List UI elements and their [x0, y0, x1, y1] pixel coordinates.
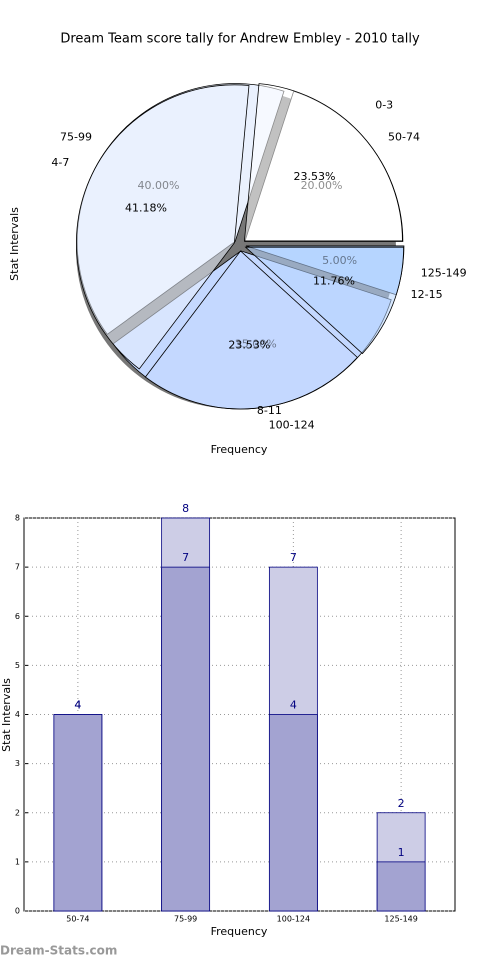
x-tick-label: 100-124 — [277, 915, 310, 924]
value-label: 1 — [398, 846, 405, 859]
y-axis-label: Stat Intervals — [0, 678, 13, 752]
slice-label: 12-15 — [411, 288, 443, 301]
slice-value-label: 11.76% — [313, 274, 355, 287]
slice-value-label: 23.53% — [228, 338, 270, 351]
x-axis-label: Frequency — [211, 925, 268, 938]
slice-label: 50-74 — [388, 130, 420, 143]
y-tick-label: 4 — [15, 710, 20, 719]
slice-label: 4-7 — [51, 156, 69, 169]
footer: Dream-Stats.com — [0, 944, 117, 958]
y-tick-label: 1 — [15, 857, 20, 866]
y-tick-label: 8 — [15, 514, 20, 523]
y-tick-label: 7 — [15, 563, 20, 572]
x-tick-label: 125-149 — [384, 915, 417, 924]
y-tick-label: 0 — [15, 907, 20, 916]
slice-label: 0-3 — [375, 99, 393, 112]
x-tick-label: 75-99 — [174, 915, 197, 924]
pie-slice — [243, 83, 403, 242]
y-tick-label: 5 — [15, 661, 20, 670]
bar — [161, 566, 211, 912]
value-label: 4 — [74, 699, 81, 712]
bar — [53, 714, 103, 912]
value-label: 4 — [290, 699, 297, 712]
slice-label: 8-11 — [257, 404, 282, 417]
x-tick-label: 50-74 — [66, 915, 89, 924]
x-axis-label: Frequency — [211, 443, 268, 456]
value-label: 7 — [182, 551, 189, 564]
slice-value-label: 23.53% — [294, 170, 336, 183]
value-label: 8 — [182, 502, 189, 515]
bar — [268, 714, 318, 912]
pie-slice — [144, 250, 358, 410]
y-tick-label: 3 — [15, 759, 20, 768]
y-tick-label: 6 — [15, 612, 20, 621]
slice-label: 75-99 — [60, 130, 92, 143]
slice-label: 100-124 — [269, 419, 315, 432]
chart-title: Dream Team score tally for Andrew Embley… — [60, 32, 420, 47]
y-axis-label: Stat Intervals — [8, 207, 21, 281]
slice-label: 125-149 — [421, 267, 467, 280]
pie-slice — [244, 246, 404, 355]
value-label: 2 — [398, 797, 405, 810]
y-tick-label: 2 — [15, 808, 20, 817]
pie-slice — [76, 84, 250, 370]
value-label: 4 — [74, 699, 81, 712]
slice-value-label: 41.18% — [125, 202, 167, 215]
value-label: 7 — [290, 551, 297, 564]
bar — [376, 861, 426, 912]
